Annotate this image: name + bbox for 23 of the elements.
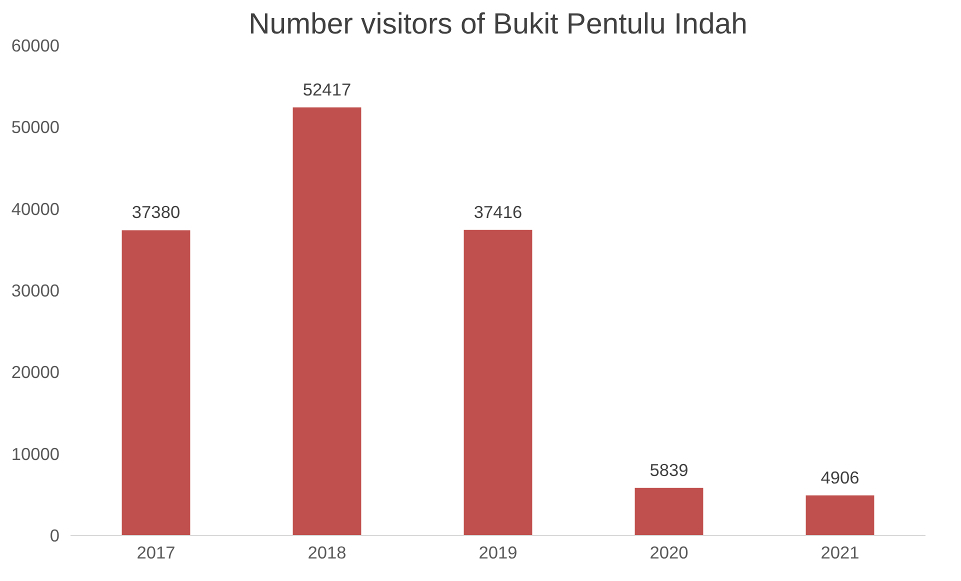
data-label: 5839 xyxy=(650,460,688,480)
bar xyxy=(122,230,190,536)
y-tick-label: 20000 xyxy=(11,362,60,382)
bar xyxy=(634,488,704,536)
data-label: 37416 xyxy=(474,202,522,222)
y-tick-label: 30000 xyxy=(11,280,60,300)
y-tick-label: 40000 xyxy=(11,198,60,219)
y-tick-label: 60000 xyxy=(11,36,60,56)
x-tick-label: 2019 xyxy=(478,542,518,562)
x-tick-label: 2021 xyxy=(820,542,860,562)
bar xyxy=(464,230,532,536)
data-label: 4906 xyxy=(820,467,860,488)
y-tick-label: 0 xyxy=(50,526,60,546)
x-tick-label: 2017 xyxy=(136,542,176,562)
bar xyxy=(806,495,874,536)
data-label: 52417 xyxy=(302,79,352,100)
bar xyxy=(292,107,362,536)
y-tick-label: 50000 xyxy=(11,117,60,138)
x-tick-label: 2018 xyxy=(308,542,346,562)
data-label: 37380 xyxy=(132,202,180,222)
y-tick-label: 10000 xyxy=(11,444,60,464)
chart-title: Number visitors of Bukit Pentulu Indah xyxy=(248,8,748,40)
x-tick-label: 2020 xyxy=(650,542,688,562)
